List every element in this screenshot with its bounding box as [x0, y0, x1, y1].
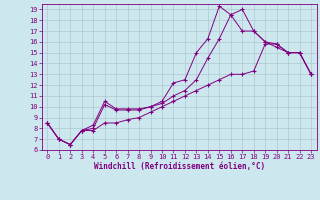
X-axis label: Windchill (Refroidissement éolien,°C): Windchill (Refroidissement éolien,°C) [94, 162, 265, 171]
